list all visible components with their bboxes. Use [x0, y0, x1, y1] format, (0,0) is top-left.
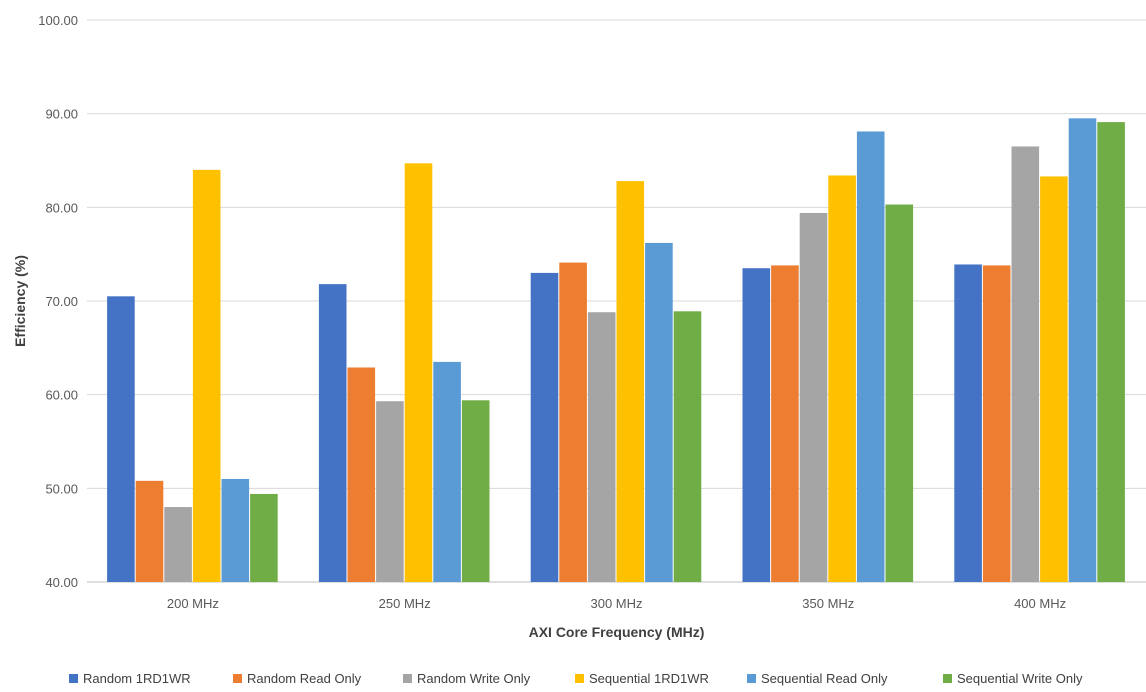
legend-swatch	[575, 674, 584, 683]
bar	[982, 265, 1011, 582]
legend-label: Random Write Only	[417, 671, 531, 686]
bar	[192, 169, 221, 582]
y-axis-ticks: 40.00 50.00 60.00 70.00 80.00 90.00 100.00	[38, 13, 78, 590]
x-axis-title: AXI Core Frequency (MHz)	[529, 624, 705, 640]
x-axis-categories: 200 MHz 250 MHz 300 MHz 350 MHz 400 MHz	[167, 596, 1066, 611]
bar	[742, 268, 771, 582]
bar	[404, 163, 433, 582]
y-tick-label: 80.00	[45, 200, 78, 215]
bar	[318, 284, 347, 582]
bar	[107, 296, 135, 582]
y-tick-label: 60.00	[45, 388, 78, 403]
bar	[1011, 146, 1040, 582]
legend-swatch	[747, 674, 756, 683]
bar	[645, 242, 673, 582]
bar	[771, 265, 799, 582]
legend-label: Sequential Write Only	[957, 671, 1083, 686]
x-category-label: 400 MHz	[1014, 596, 1066, 611]
y-tick-label: 50.00	[45, 481, 78, 496]
bar	[885, 204, 914, 583]
bar	[616, 181, 645, 582]
bar	[587, 312, 616, 582]
legend-label: Random Read Only	[247, 671, 362, 686]
bar	[856, 131, 885, 583]
y-axis-title: Efficiency (%)	[12, 255, 28, 347]
bar	[250, 493, 278, 582]
bar	[1068, 118, 1097, 582]
bar	[828, 175, 856, 582]
bar	[433, 361, 461, 582]
bars	[107, 118, 1125, 583]
y-tick-label: 40.00	[45, 575, 78, 590]
bar	[164, 507, 192, 582]
bar	[347, 367, 376, 582]
legend-swatch	[403, 674, 412, 683]
legend-swatch	[233, 674, 242, 683]
x-category-label: 300 MHz	[590, 596, 642, 611]
legend-label: Sequential 1RD1WR	[589, 671, 709, 686]
y-tick-label: 100.00	[38, 13, 78, 28]
x-category-label: 200 MHz	[167, 596, 219, 611]
y-tick-label: 90.00	[45, 107, 78, 122]
bar	[559, 262, 587, 582]
bar	[376, 401, 404, 582]
bar	[221, 478, 250, 582]
bar	[1040, 176, 1068, 582]
bar	[799, 212, 828, 582]
legend-label: Sequential Read Only	[761, 671, 888, 686]
bar	[135, 480, 164, 582]
bar	[673, 311, 702, 582]
legend-swatch	[943, 674, 952, 683]
legend-swatch	[69, 674, 78, 683]
legend: Random 1RD1WR Random Read Only Random Writ…	[69, 671, 1083, 686]
bar	[954, 264, 982, 582]
x-category-label: 250 MHz	[379, 596, 431, 611]
bar	[461, 400, 490, 582]
legend-label: Random 1RD1WR	[83, 671, 191, 686]
bar	[1097, 122, 1125, 582]
y-tick-label: 70.00	[45, 294, 78, 309]
x-category-label: 350 MHz	[802, 596, 854, 611]
bar	[530, 272, 559, 582]
